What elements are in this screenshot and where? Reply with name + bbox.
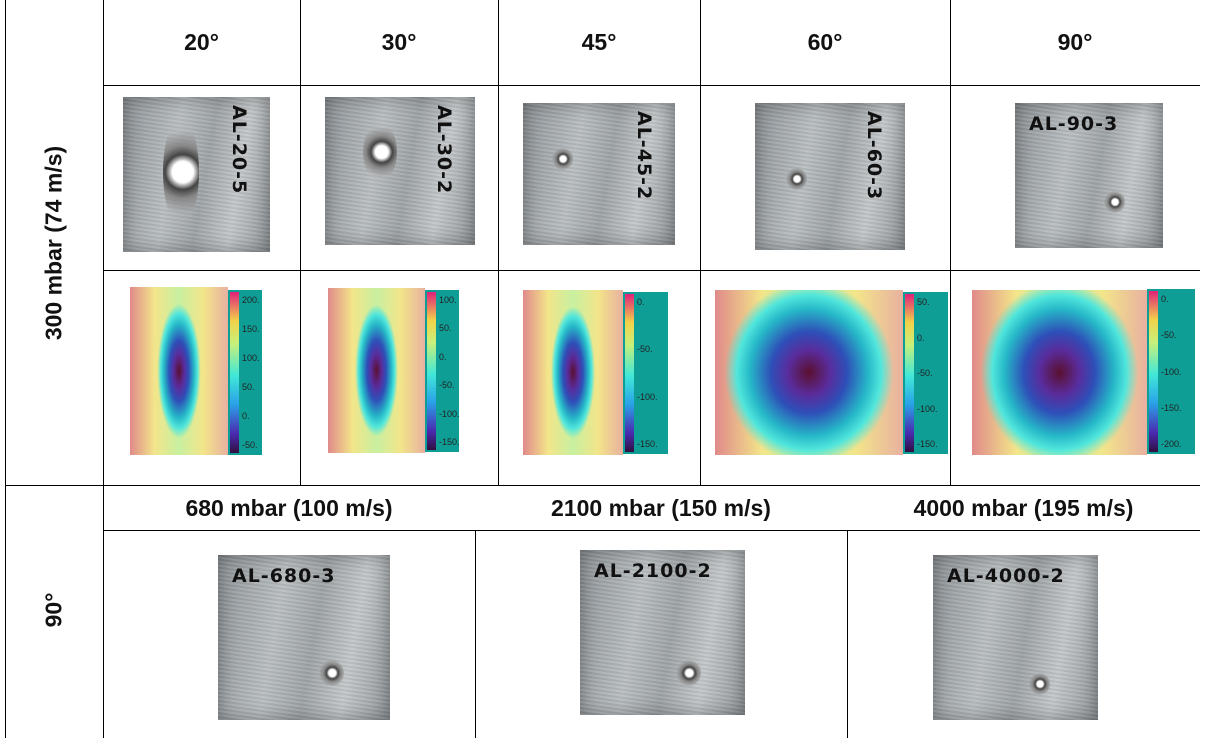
table-border	[5, 485, 1200, 486]
sample-label: AL-45-2	[633, 111, 655, 201]
sample-photo: AL-680-3	[218, 555, 390, 720]
colorbar-tick-label: -100.	[439, 408, 460, 419]
colorbar-tick-label: 50.	[242, 382, 255, 392]
table-border	[5, 0, 6, 738]
colorbar-tick-label: -150.	[1161, 402, 1182, 413]
colorbar-tick-label: -50.	[1161, 330, 1177, 341]
impact-dent	[318, 660, 344, 686]
sample-label: AL-680-3	[232, 565, 336, 587]
deformation-map	[715, 290, 903, 455]
colorbar-tick-label: 0.	[439, 351, 447, 362]
impact-dent	[675, 660, 701, 686]
texture	[933, 555, 1098, 720]
colorbar-tick-label: -50.	[439, 380, 455, 391]
table-border	[700, 0, 701, 485]
colorbar-tick-label: -100.	[917, 403, 938, 414]
row-label: 300 mbar (74 m/s)	[40, 145, 67, 341]
column-header: 680 mbar (100 m/s)	[185, 494, 393, 521]
impact-dent	[1028, 673, 1050, 695]
table-border	[103, 0, 104, 738]
colorbar-tick-label: -100.	[637, 391, 658, 402]
colorbar-tick-label: 100.	[439, 295, 457, 305]
texture	[580, 550, 745, 715]
sample-label: AL-90-3	[1029, 113, 1119, 135]
table-border	[103, 530, 1200, 531]
colorbar-tick-label: 50.	[917, 297, 930, 307]
colorbar-tick-label: -50.	[637, 344, 653, 355]
table-border	[103, 85, 1200, 86]
colorbar	[905, 294, 914, 452]
row-label: 90°	[40, 592, 67, 628]
deformation-map	[328, 288, 425, 453]
sample-photo: AL-20-5	[123, 97, 270, 252]
colorbar-tick-label: 50.	[439, 323, 452, 334]
sample-photo: AL-90-3	[1015, 103, 1163, 248]
table-border	[300, 0, 301, 485]
colorbar	[230, 292, 239, 453]
texture	[218, 555, 390, 720]
column-header: 45°	[581, 29, 617, 55]
sample-photo: AL-2100-2	[580, 550, 745, 715]
table-border	[950, 0, 951, 485]
colorbar-tick-label: -150.	[917, 439, 938, 449]
column-header: 2100 mbar (150 m/s)	[551, 494, 771, 521]
colorbar-tick-label: -150.	[637, 439, 658, 449]
colorbar-tick-label: 0.	[242, 411, 250, 421]
column-header: 90°	[1057, 29, 1093, 55]
colorbar-tick-label: -100.	[1161, 366, 1182, 377]
impact-dent	[785, 168, 807, 190]
table-border	[103, 270, 1200, 271]
table-border	[847, 530, 848, 738]
table-border	[475, 530, 476, 738]
texture	[755, 103, 905, 250]
deformation-map	[130, 287, 228, 455]
colorbar-tick-label: 150.	[242, 324, 260, 334]
colorbar-tick-label: -200.	[1161, 439, 1182, 449]
colorbar-tick-label: -50.	[242, 440, 258, 450]
impact-dent	[163, 117, 199, 227]
texture	[325, 97, 475, 245]
colorbar-tick-label: 200.	[242, 295, 260, 305]
impact-dent	[1103, 191, 1125, 213]
sample-photo: AL-45-2	[523, 103, 675, 245]
column-header: 60°	[807, 29, 843, 55]
sample-label: AL-30-2	[433, 105, 455, 195]
colorbar-tick-label: 0.	[917, 332, 925, 343]
column-header: 30°	[381, 29, 417, 55]
impact-dent	[551, 148, 573, 170]
deformation-map	[972, 290, 1147, 455]
sample-label: AL-2100-2	[594, 560, 712, 582]
deformation-map	[523, 290, 623, 455]
sample-photo: AL-4000-2	[933, 555, 1098, 720]
colorbar-tick-label: 0.	[1161, 294, 1169, 304]
texture	[1015, 103, 1163, 248]
colorbar	[1149, 291, 1158, 452]
colorbar	[427, 292, 436, 450]
table-border	[498, 0, 499, 485]
colorbar-tick-label: -50.	[917, 368, 933, 378]
sample-photo: AL-60-3	[755, 103, 905, 250]
column-header: 4000 mbar (195 m/s)	[913, 494, 1134, 521]
sample-label: AL-20-5	[228, 105, 250, 195]
impact-dent	[363, 122, 397, 182]
sample-photo: AL-30-2	[325, 97, 475, 245]
texture	[523, 103, 675, 245]
colorbar-tick-label: 0.	[637, 297, 645, 307]
colorbar-tick-label: 100.	[242, 353, 260, 363]
colorbar	[625, 294, 634, 452]
column-header: 20°	[184, 29, 219, 55]
sample-label: AL-60-3	[863, 111, 885, 201]
sample-label: AL-4000-2	[947, 565, 1065, 587]
colorbar-tick-label: -150.	[439, 437, 460, 447]
